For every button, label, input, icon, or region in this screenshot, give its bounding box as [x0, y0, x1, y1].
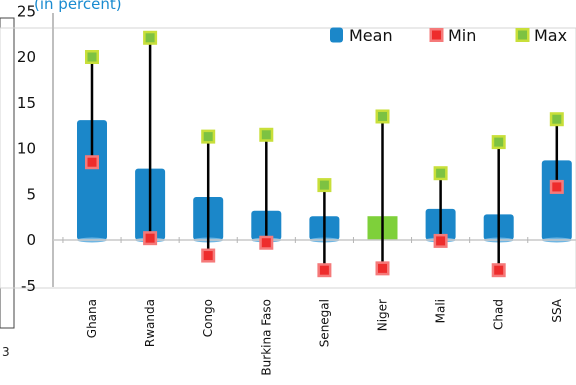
marker-max [203, 132, 213, 142]
legend-mean-label: Mean [349, 26, 393, 45]
marker-max [145, 33, 155, 43]
y-tick-labels: -5 0 5 10 15 20 25 [17, 2, 36, 295]
y-tick-label: 0 [26, 231, 36, 249]
x-tick-label: Burkina Faso [259, 299, 273, 376]
y-tick-label: -5 [21, 277, 36, 295]
corner-label: 3 [2, 345, 10, 359]
marker-min [261, 238, 271, 248]
x-tick-label: Rwanda [143, 299, 157, 347]
x-tick-label: SSA [550, 298, 564, 322]
x-tick-label: Niger [376, 299, 390, 331]
marker-max [494, 137, 504, 147]
x-tick-label: Chad [492, 299, 506, 330]
bar-mean [541, 160, 572, 240]
marker-min [203, 251, 213, 261]
x-tick-labels: Ghana Rwanda Congo Burkina Faso Senegal Niger… [85, 298, 564, 375]
legend-max-swatch [518, 30, 527, 40]
x-tick-label: Ghana [85, 299, 99, 338]
min-markers [85, 155, 564, 278]
max-markers [85, 30, 564, 193]
marker-max [552, 114, 562, 124]
marker-min [319, 265, 329, 275]
y-tick-label: 10 [17, 140, 36, 158]
legend-min-label: Min [448, 26, 476, 45]
bar-mean [77, 120, 107, 240]
x-tick-label: Senegal [317, 299, 331, 347]
marker-min [87, 157, 97, 167]
marker-min [552, 182, 562, 192]
y-tick-label: 5 [26, 185, 36, 203]
marker-min [494, 265, 504, 275]
marker-max [319, 180, 329, 190]
y-tick-label: 25 [17, 2, 36, 20]
zero-line-group [53, 237, 576, 243]
x-tick-label: Mali [434, 299, 448, 323]
y-tick-label: 15 [17, 94, 36, 112]
x-tick-label: Congo [201, 299, 215, 337]
plot-area-border [0, 27, 576, 289]
left-panel-edge [0, 17, 15, 329]
chart-subtitle: (in percent) [34, 0, 122, 13]
marker-min [436, 236, 446, 246]
marker-max [378, 111, 387, 121]
legend-mean-swatch [330, 27, 343, 43]
y-tick-label: 20 [17, 48, 36, 66]
legend-max-label: Max [534, 26, 567, 45]
marker-min [378, 263, 387, 273]
marker-max [436, 168, 446, 178]
legend-min-swatch [432, 30, 441, 40]
marker-max [261, 130, 271, 140]
marker-min [145, 233, 155, 243]
range-lines [90, 37, 559, 271]
marker-max [87, 52, 97, 62]
legend: Mean Min Max [330, 26, 567, 45]
